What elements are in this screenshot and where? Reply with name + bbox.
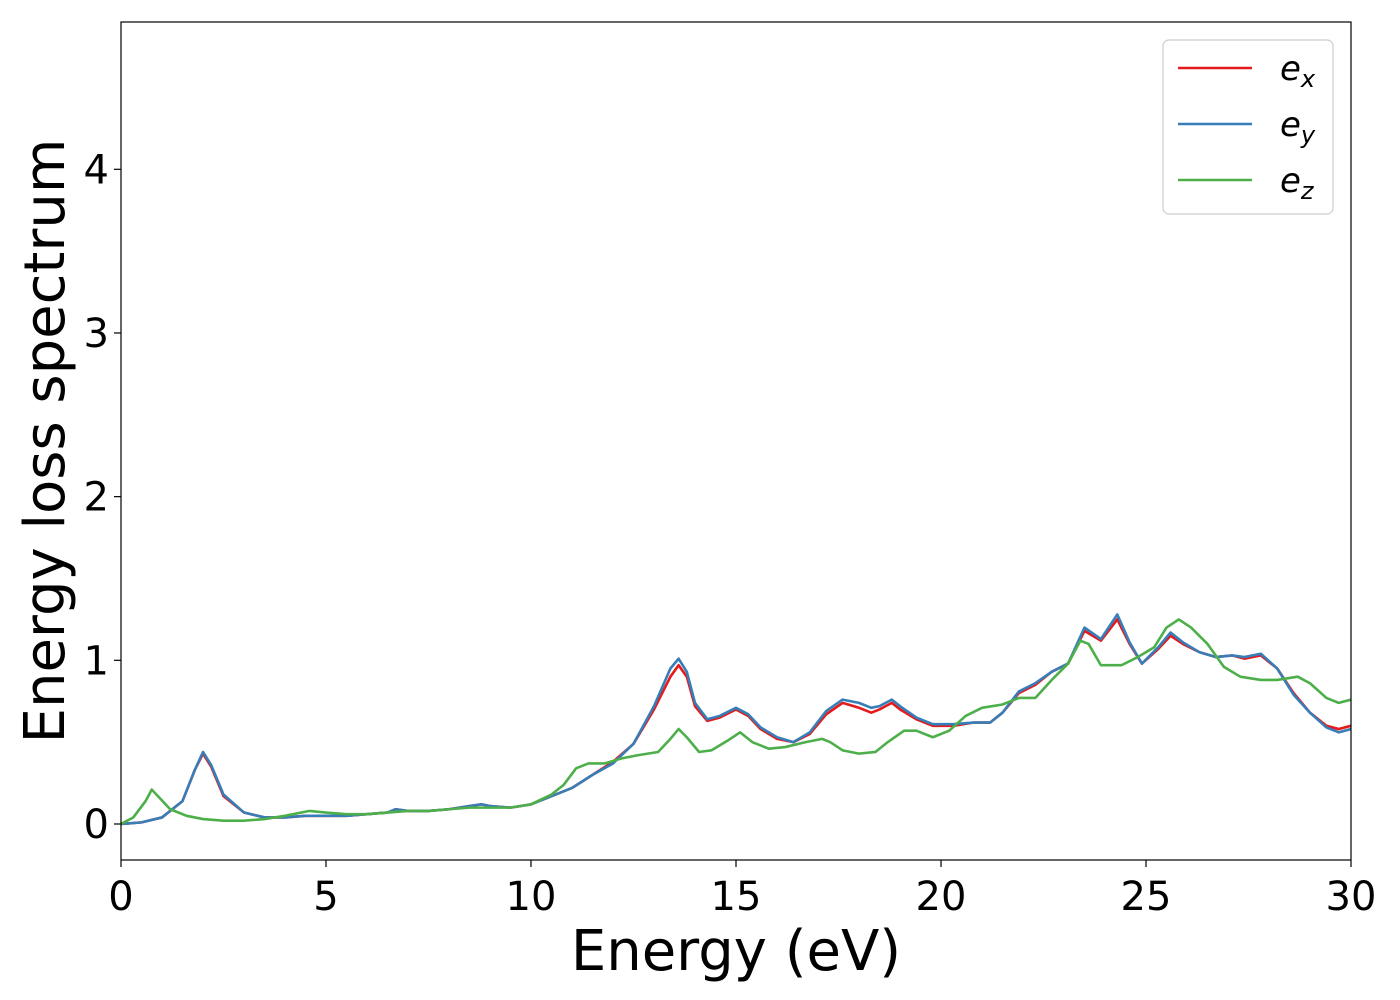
x-axis-label: Energy (eV): [571, 919, 901, 984]
x-tick-label: 20: [916, 874, 967, 920]
y-axis-label: Energy loss spectrum: [13, 139, 78, 744]
y-tick-label: 1: [84, 638, 109, 684]
x-tick-label: 10: [506, 874, 557, 920]
x-tick-label: 5: [313, 874, 338, 920]
legend-label: ey: [1280, 105, 1316, 149]
legend-box: [1162, 39, 1334, 215]
x-tick-label: 30: [1326, 874, 1377, 920]
y-tick-label: 3: [84, 311, 109, 357]
y-tick-label: 4: [84, 147, 109, 193]
x-axis: 0 5 10 15 20 25 30: [108, 860, 1376, 920]
y-tick-label: 2: [84, 475, 109, 521]
legend-item-e_y: ey: [1178, 105, 1316, 149]
y-tick-label: 0: [84, 802, 109, 848]
legend-label: ex: [1280, 49, 1316, 93]
x-tick-label: 25: [1121, 874, 1172, 920]
series-layer: [121, 613, 1351, 826]
legend-item-e_x: ex: [1178, 49, 1316, 93]
series-line-e_z: [121, 618, 1351, 826]
x-tick-label: 15: [711, 874, 762, 920]
y-axis: 0 1 2 3 4: [84, 147, 121, 848]
x-tick-label: 0: [108, 874, 133, 920]
series-line-e_y: [121, 613, 1351, 826]
